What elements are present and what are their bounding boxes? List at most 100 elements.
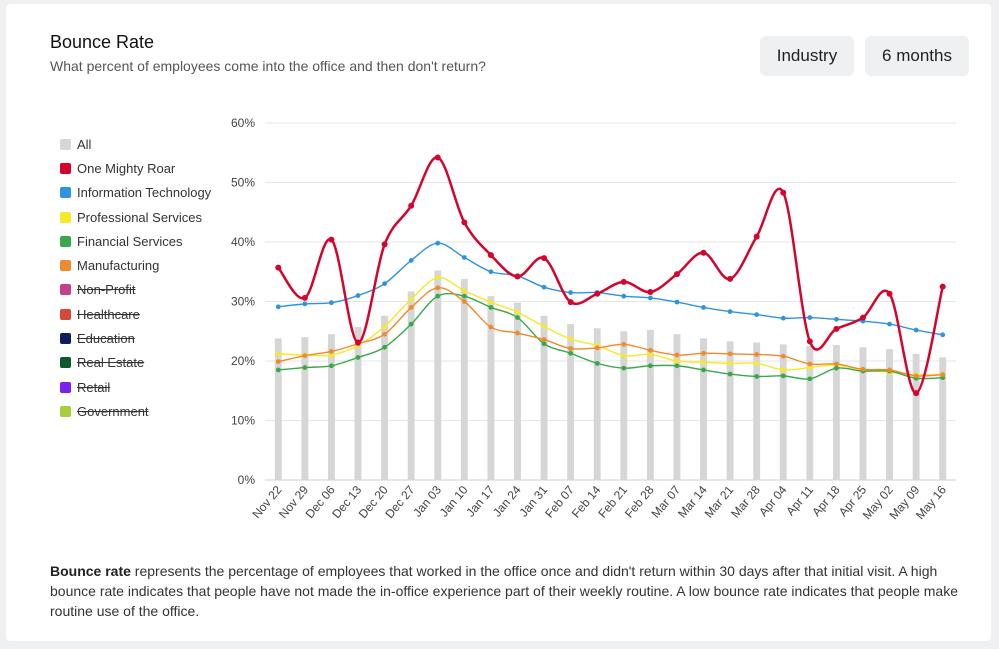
footnote-term: Bounce rate (50, 563, 131, 579)
series-point-professional-services (754, 360, 760, 366)
series-point-professional-services (568, 336, 574, 342)
legend-label: Healthcare (77, 306, 140, 322)
legend-label: Education (77, 331, 135, 347)
series-point-financial-services (568, 350, 574, 356)
series-point-information-technology (780, 315, 786, 321)
series-point-information-technology (940, 332, 946, 338)
x-tick-label: Jan 17 (463, 483, 497, 520)
series-point-one-mighty-roar (833, 325, 840, 332)
legend-swatch (60, 162, 71, 174)
series-point-financial-services (541, 341, 547, 347)
legend-swatch (60, 333, 71, 345)
series-point-professional-services (408, 296, 414, 302)
series-point-one-mighty-roar (434, 154, 441, 161)
series-point-one-mighty-roar (780, 189, 787, 196)
series-point-one-mighty-roar (461, 219, 468, 226)
series-point-information-technology (621, 293, 627, 299)
series-point-financial-services (329, 363, 334, 369)
bar-all (567, 324, 575, 480)
series-point-information-technology (329, 300, 334, 306)
legend-item-non-profit[interactable]: Non-Profit (60, 278, 211, 302)
series-point-one-mighty-roar (806, 338, 813, 345)
legend-label: Information Technology (77, 185, 212, 201)
series-point-financial-services (461, 293, 467, 299)
series-point-financial-services (435, 293, 441, 299)
series-point-one-mighty-roar (381, 241, 388, 248)
bar-all (886, 349, 894, 480)
series-point-manufacturing (461, 299, 467, 304)
series-point-one-mighty-roar (939, 283, 946, 290)
series-point-professional-services (275, 351, 281, 357)
legend-item-financial-services[interactable]: Financial Services (60, 229, 211, 253)
series-point-financial-services (594, 360, 600, 366)
series-point-one-mighty-roar (700, 249, 707, 256)
bar-all (407, 291, 415, 480)
series-point-financial-services (488, 305, 494, 310)
x-tick-label: Apr 18 (809, 483, 843, 519)
legend-swatch (60, 308, 71, 320)
bar-all (487, 296, 495, 480)
series-point-professional-services (621, 353, 627, 359)
x-tick-label: Apr 04 (756, 483, 790, 519)
period-filter-button[interactable]: 6 months (865, 36, 969, 76)
legend-item-manufacturing[interactable]: Manufacturing (60, 253, 211, 277)
series-point-information-technology (488, 269, 494, 275)
bar-all (912, 353, 920, 480)
legend-item-information-technology[interactable]: Information Technology (60, 181, 211, 205)
series-point-manufacturing (515, 330, 520, 336)
bar-all (460, 278, 468, 480)
y-tick-label: 40% (231, 235, 255, 249)
x-tick-label: Jan 03 (410, 483, 444, 520)
series-point-information-technology (887, 321, 892, 327)
legend-item-one-mighty-roar[interactable]: One Mighty Roar (60, 156, 211, 180)
industry-filter-button[interactable]: Industry (760, 36, 854, 76)
legend-swatch (60, 187, 71, 199)
legend-label: One Mighty Roar (77, 160, 176, 176)
legend-swatch (60, 405, 71, 417)
chart-legend: All One Mighty Roar Information Technology… (60, 132, 211, 424)
series-point-professional-services (701, 359, 706, 365)
bar-all (753, 342, 761, 480)
legend-swatch (60, 211, 71, 223)
series-point-one-mighty-roar (673, 271, 680, 278)
footnote-text: represents the percentage of employees t… (50, 563, 958, 619)
bar-all (274, 338, 282, 480)
series-point-financial-services (621, 365, 627, 371)
bar-all (806, 346, 814, 480)
legend-label: Professional Services (77, 209, 202, 225)
series-point-manufacturing (488, 324, 494, 330)
series-point-information-technology (727, 309, 733, 315)
legend-item-all[interactable]: All (60, 132, 211, 156)
legend-item-professional-services[interactable]: Professional Services (60, 205, 211, 229)
series-point-manufacturing (594, 345, 600, 351)
bar-all (620, 331, 628, 480)
series-point-one-mighty-roar (620, 278, 627, 285)
legend-swatch (60, 357, 71, 369)
legend-item-retail[interactable]: Retail (60, 375, 211, 399)
series-point-financial-services (275, 367, 281, 373)
legend-item-government[interactable]: Government (60, 399, 211, 423)
series-point-manufacturing (408, 305, 414, 310)
series-point-information-technology (647, 295, 653, 301)
legend-item-real-estate[interactable]: Real Estate (60, 351, 211, 375)
bar-all (593, 328, 601, 480)
legend-item-education[interactable]: Education (60, 326, 211, 350)
series-point-manufacturing (754, 352, 760, 357)
series-point-financial-services (382, 344, 387, 350)
series-point-manufacturing (940, 372, 946, 378)
series-point-financial-services (780, 373, 786, 379)
series-point-professional-services (488, 299, 494, 305)
series-line-one-mighty-roar (277, 156, 944, 395)
legend-item-healthcare[interactable]: Healthcare (60, 302, 211, 326)
y-tick-label: 30% (231, 295, 255, 309)
x-tick-label: Jan 24 (490, 483, 524, 520)
series-point-information-technology (435, 240, 441, 246)
series-point-professional-services (674, 358, 680, 364)
card-subtitle: What percent of employees come into the … (50, 58, 486, 74)
series-point-manufacturing (541, 337, 547, 342)
series-point-professional-services (435, 275, 441, 281)
legend-swatch (60, 381, 71, 393)
series-point-information-technology (807, 315, 813, 320)
series-point-manufacturing (621, 341, 627, 347)
series-point-one-mighty-roar (886, 290, 893, 297)
